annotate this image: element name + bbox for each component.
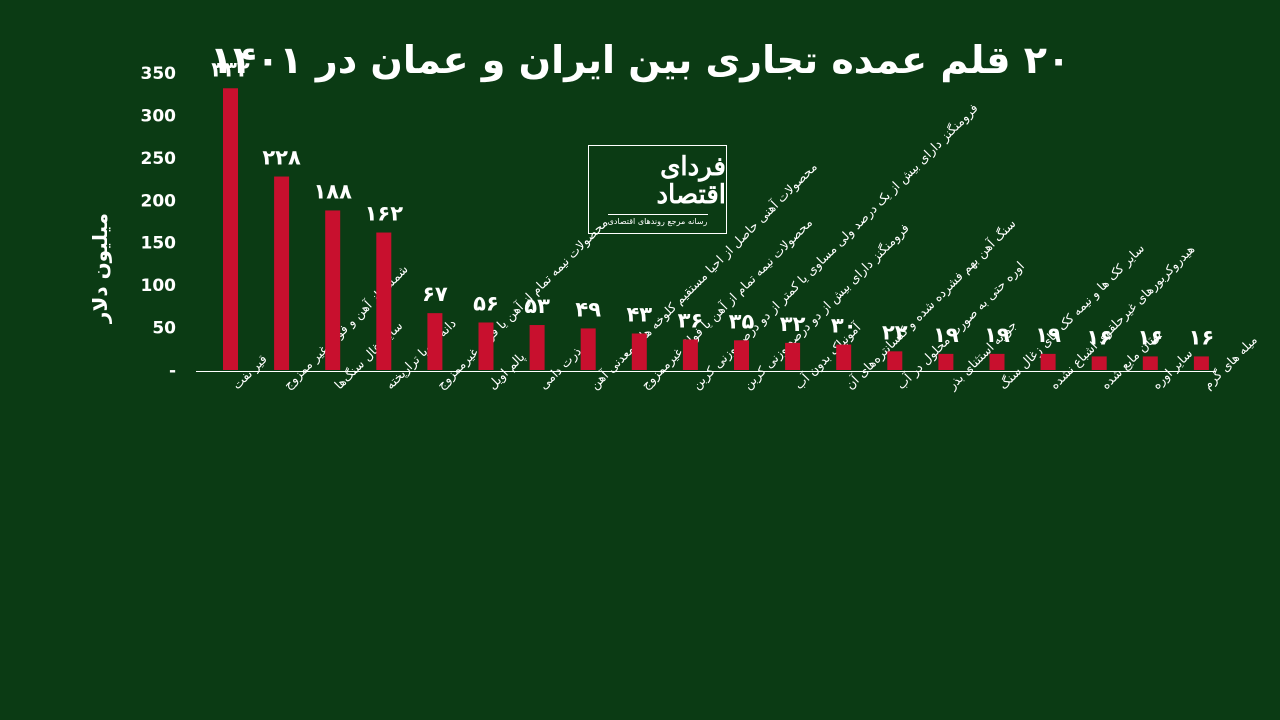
y-tick-label: 100 bbox=[141, 276, 177, 296]
bar bbox=[478, 322, 494, 370]
bar bbox=[836, 344, 852, 370]
y-tick-label: - bbox=[169, 361, 176, 381]
y-tick-label: 200 bbox=[141, 191, 177, 211]
data-label: ۳۰ bbox=[831, 314, 857, 338]
bar bbox=[427, 313, 443, 370]
data-label: ۴۳ bbox=[626, 303, 652, 327]
data-label: ۳۲ bbox=[780, 312, 806, 336]
bar bbox=[989, 353, 1005, 370]
data-label: ۱۶ bbox=[1189, 325, 1215, 349]
data-label: ۳۳۲ bbox=[211, 57, 250, 81]
data-label: ۳۶ bbox=[678, 308, 704, 332]
data-label: ۲۲۸ bbox=[262, 146, 301, 170]
data-label: ۳۵ bbox=[729, 309, 755, 333]
data-label: ۱۹ bbox=[933, 323, 959, 347]
y-tick-label: 350 bbox=[141, 64, 177, 84]
bar bbox=[938, 353, 954, 370]
bar bbox=[376, 232, 392, 370]
data-label: ۲۲ bbox=[882, 320, 908, 344]
data-label: ۱۶۲ bbox=[365, 202, 404, 226]
data-label: ۱۹ bbox=[1035, 323, 1061, 347]
bar bbox=[887, 351, 903, 370]
y-tick-label: 300 bbox=[141, 106, 177, 126]
chart-title: ۲۰ قلم عمده تجاری بین ایران و عمان در ۱۴… bbox=[209, 38, 1071, 82]
data-label: ۱۸۸ bbox=[313, 179, 352, 203]
bar bbox=[734, 340, 749, 370]
bar bbox=[580, 328, 596, 370]
y-tick-label: 250 bbox=[141, 149, 177, 169]
bar bbox=[223, 88, 238, 370]
bar bbox=[274, 176, 290, 370]
data-label: ۱۶ bbox=[1086, 325, 1112, 349]
data-label: ۱۶ bbox=[1137, 325, 1163, 349]
bar bbox=[1142, 356, 1158, 370]
data-label: ۵۶ bbox=[473, 291, 499, 315]
bar bbox=[785, 342, 801, 370]
bar bbox=[631, 333, 647, 370]
logo-name: فردای اقتصاد bbox=[656, 151, 726, 211]
bar bbox=[325, 210, 341, 370]
bar bbox=[529, 325, 545, 370]
y-tick-label: 150 bbox=[141, 234, 177, 254]
data-label: ۶۷ bbox=[422, 282, 448, 306]
data-label: ۱۹ bbox=[984, 323, 1010, 347]
bar bbox=[1040, 353, 1056, 370]
bar bbox=[682, 339, 698, 370]
bar bbox=[1193, 356, 1209, 370]
logo-tagline: رسانه مرجع روندهای اقتصادی bbox=[607, 216, 708, 226]
data-label: ۴۹ bbox=[575, 297, 601, 321]
data-label: ۵۳ bbox=[524, 294, 550, 318]
y-tick-label: 50 bbox=[152, 319, 176, 339]
logo: فردای اقتصاد رسانه مرجع روندهای اقتصادی bbox=[588, 145, 727, 234]
bar bbox=[1091, 356, 1107, 370]
logo-divider bbox=[607, 213, 708, 215]
